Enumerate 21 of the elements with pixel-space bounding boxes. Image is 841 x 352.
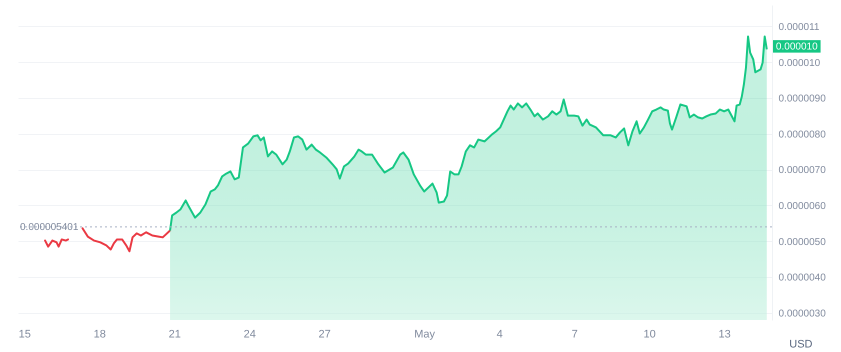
y-axis-title: USD [789, 338, 813, 350]
y-tick-label: 0.0000070 [778, 165, 826, 176]
x-tick-label: 27 [318, 328, 331, 340]
y-tick-label: 0.000010 [778, 58, 821, 69]
x-tick-label: 15 [18, 328, 31, 340]
x-tick-label: 4 [496, 328, 503, 340]
y-tick-label: 0.0000030 [778, 308, 826, 320]
x-tick-label: 13 [718, 328, 731, 340]
y-tick-label: 0.0000050 [778, 236, 826, 248]
y-tick-label: 0.0000090 [778, 94, 826, 105]
x-tick-label: 21 [168, 328, 181, 340]
y-tick-label: 0.000011 [778, 22, 820, 33]
x-tick-label: 24 [244, 328, 256, 340]
x-tick-label: 10 [643, 328, 656, 340]
ref-line-label: 0.000005401 [20, 222, 79, 233]
y-tick-label: 0.0000080 [778, 129, 826, 140]
x-tick-label: 18 [94, 328, 106, 340]
x-tick-label: 7 [572, 328, 578, 340]
y-tick-label: 0.0000040 [778, 272, 826, 284]
y-tick-label: 0.0000060 [778, 200, 826, 212]
x-tick-label: May [414, 328, 436, 340]
